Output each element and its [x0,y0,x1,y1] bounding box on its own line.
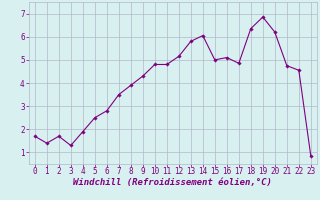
X-axis label: Windchill (Refroidissement éolien,°C): Windchill (Refroidissement éolien,°C) [73,178,272,187]
